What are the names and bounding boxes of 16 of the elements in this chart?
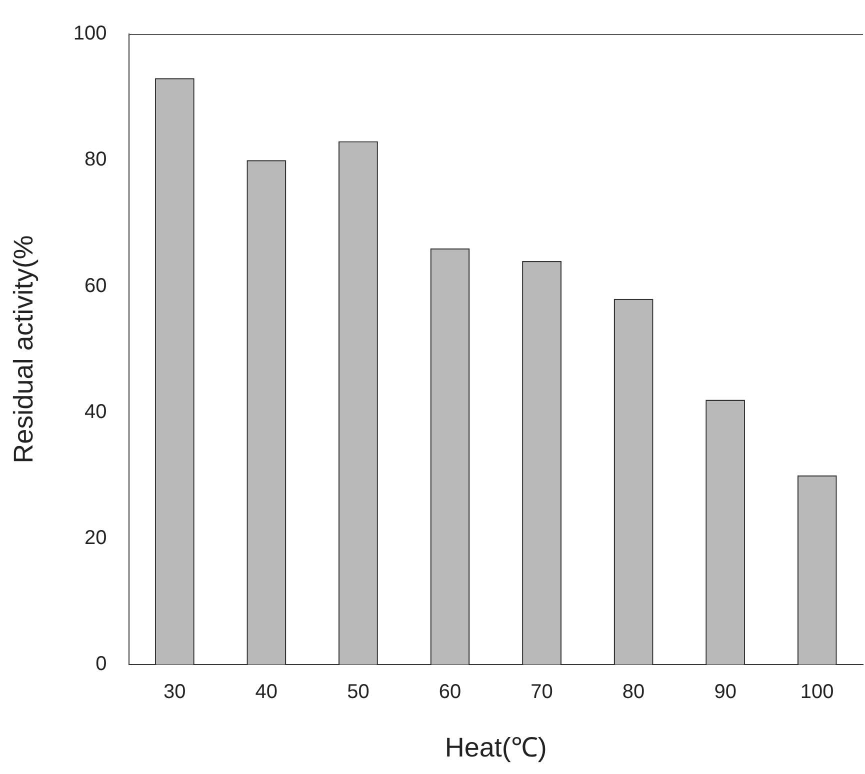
x-tick-label: 60 — [438, 681, 462, 704]
y-tick-label: 100 — [73, 22, 107, 45]
x-tick-label: 70 — [530, 681, 553, 704]
y-tick-label: 40 — [84, 400, 107, 423]
y-axis-title: Residual activity(% — [8, 235, 39, 464]
y-tick-label: 20 — [84, 526, 107, 549]
y-tick-label: 80 — [84, 148, 107, 171]
x-tick-label: 50 — [347, 681, 370, 704]
y-tick-label: 0 — [96, 653, 107, 676]
x-tick-label: 90 — [714, 681, 736, 704]
x-axis-title: Heat(℃) — [444, 732, 547, 762]
y-tick-label: 60 — [84, 274, 107, 297]
x-tick-label: 80 — [622, 681, 645, 704]
x-tick-label: 100 — [800, 681, 834, 704]
x-tick-label: 40 — [255, 681, 278, 704]
x-tick-label: 30 — [164, 681, 186, 704]
